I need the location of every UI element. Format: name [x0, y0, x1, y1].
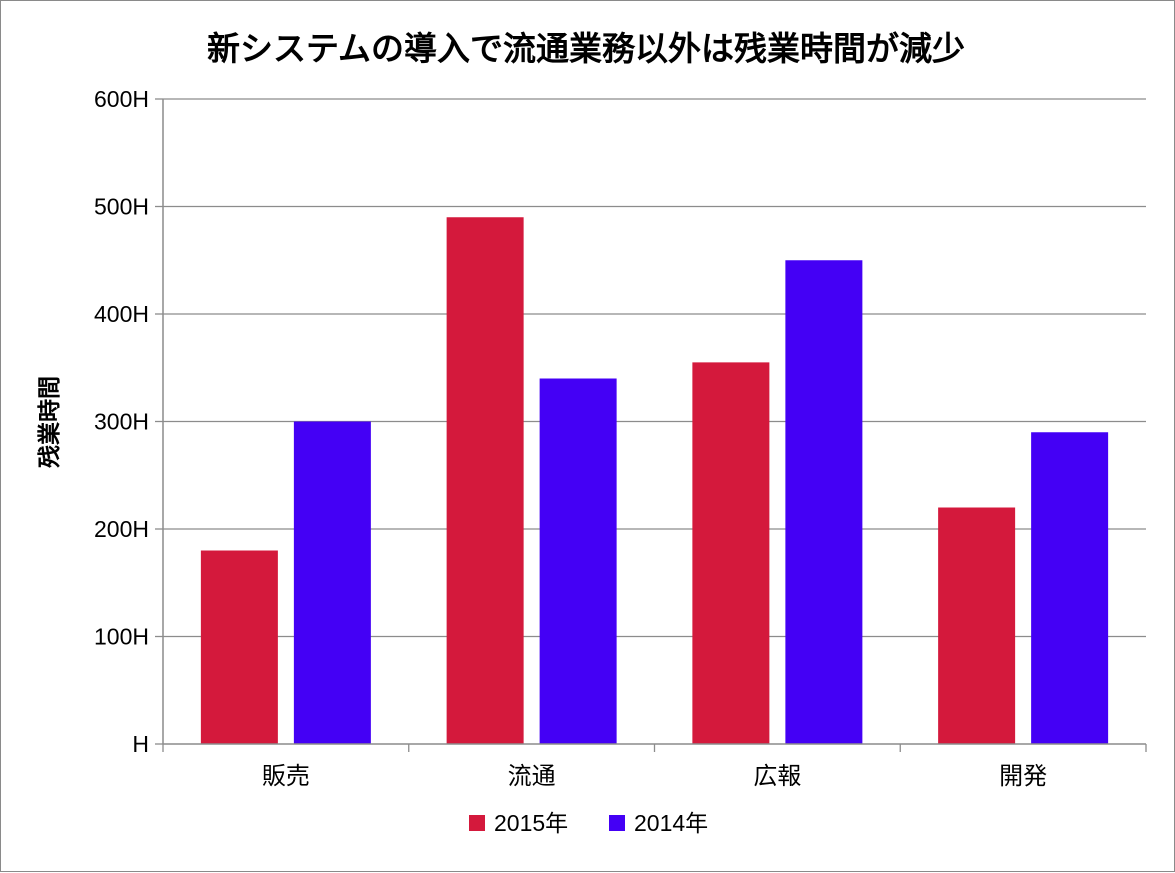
legend-swatch: [469, 815, 485, 831]
bar-広報-2015年: [692, 362, 770, 744]
legend: 2015年 2014年: [469, 810, 708, 836]
y-tick-label: H: [132, 731, 149, 757]
y-axis-tick-labels: H 100H 200H 300H 400H 500H 600H: [94, 86, 149, 757]
y-tick-label: 100H: [94, 624, 149, 650]
chart-title: 新システムの導入で流通業務以外は残業時間が減少: [207, 29, 965, 68]
axes: [155, 98, 1147, 752]
x-category-label: 広報: [753, 762, 801, 790]
bar-販売-2014年: [293, 421, 371, 744]
x-category-label: 販売: [262, 762, 310, 790]
y-tick-label: 400H: [94, 301, 149, 327]
bars: [200, 217, 1109, 744]
y-tick-label: 300H: [94, 409, 149, 435]
bar-流通-2015年: [446, 217, 524, 744]
y-tick-label: 600H: [94, 86, 149, 112]
bar-販売-2015年: [200, 550, 278, 744]
x-category-label: 開発: [999, 762, 1047, 790]
legend-label: 2014年: [634, 810, 708, 836]
x-category-label: 流通: [508, 762, 556, 790]
y-tick-label: 200H: [94, 516, 149, 542]
y-axis-title: 残業時間: [36, 376, 63, 468]
bar-広報-2014年: [785, 260, 863, 744]
x-axis-category-labels: 販売 流通 広報 開発: [262, 762, 1047, 790]
legend-label: 2015年: [494, 810, 568, 836]
bar-流通-2014年: [539, 378, 617, 744]
bar-開発-2014年: [1031, 432, 1109, 744]
legend-swatch: [609, 815, 625, 831]
y-tick-label: 500H: [94, 194, 149, 220]
bar-開発-2015年: [938, 507, 1016, 744]
